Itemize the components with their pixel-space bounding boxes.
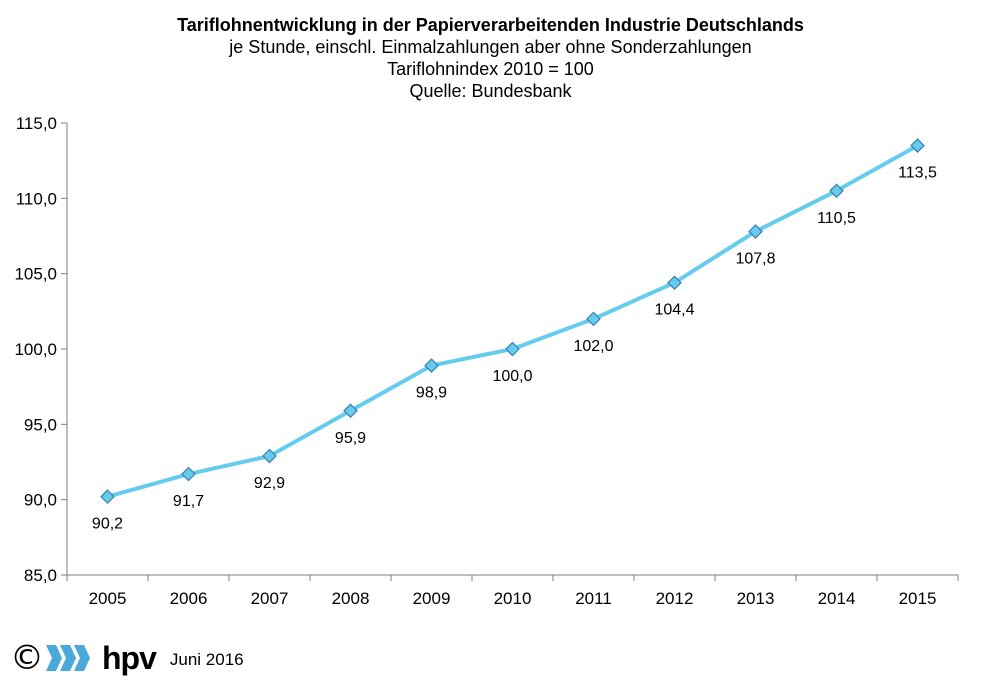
x-tick-label: 2012 <box>656 589 694 608</box>
y-tick-label: 95,0 <box>24 415 57 434</box>
data-label: 104,4 <box>654 302 694 319</box>
x-tick-label: 2007 <box>251 589 289 608</box>
y-tick-label: 105,0 <box>14 265 57 284</box>
data-point-marker <box>586 311 601 327</box>
data-label: 92,9 <box>254 475 285 492</box>
data-label: 95,9 <box>335 430 366 447</box>
data-label: 91,7 <box>173 493 204 510</box>
y-tick-label: 110,0 <box>16 189 57 208</box>
x-tick-label: 2013 <box>737 589 775 608</box>
x-tick-label: 2005 <box>89 589 127 608</box>
x-tick-label: 2006 <box>170 589 208 608</box>
series-group <box>100 138 925 505</box>
copyright-symbol: © <box>10 638 44 678</box>
data-point-marker <box>829 183 844 199</box>
x-tick-label: 2008 <box>332 589 370 608</box>
chart-title: Tariflohnentwicklung in der Papierverarb… <box>177 15 804 35</box>
chart-subtitle-3: Quelle: Bundesbank <box>409 81 572 101</box>
y-tick-label: 115,0 <box>16 114 57 133</box>
data-point-marker <box>748 224 763 239</box>
data-point-marker <box>100 489 115 505</box>
data-point-marker <box>910 138 925 153</box>
chart-subtitle-2: Tariflohnindex 2010 = 100 <box>387 59 594 79</box>
data-label: 98,9 <box>416 385 447 402</box>
x-tick-label: 2014 <box>818 589 856 608</box>
data-label: 90,2 <box>92 516 123 533</box>
footer: © hpv Juni 2016 <box>10 638 244 678</box>
data-label: 113,5 <box>898 165 937 182</box>
y-tick-label: 90,0 <box>24 491 57 510</box>
footer-date: Juni 2016 <box>169 650 244 669</box>
hpv-chevron-logo-icon <box>46 645 90 671</box>
data-point-marker <box>667 275 682 291</box>
data-point-marker <box>343 403 358 419</box>
data-point-marker <box>424 358 439 373</box>
y-tick-label: 100,0 <box>14 340 57 359</box>
data-label: 102,0 <box>573 338 613 355</box>
x-tick-label: 2009 <box>413 589 451 608</box>
logo-text: hpv <box>102 640 157 676</box>
data-label: 110,5 <box>817 210 856 227</box>
data-label: 100,0 <box>492 368 532 385</box>
x-tick-label: 2015 <box>899 589 937 608</box>
data-point-marker <box>262 448 277 464</box>
data-label: 107,8 <box>735 250 775 267</box>
axes: 85,0 90,0 95,0 100,0 105,0 110,0 115,0 2005 2006… <box>14 114 959 608</box>
data-point-marker <box>181 466 196 482</box>
y-tick-label: 85,0 <box>24 566 57 585</box>
data-point-marker <box>505 341 520 357</box>
chart-title-block: Tariflohnentwicklung in der Papierverarb… <box>0 14 981 102</box>
x-tick-label: 2011 <box>575 589 612 608</box>
chart-subtitle-1: je Stunde, einschl. Einmalzahlungen aber… <box>229 37 752 57</box>
series-line <box>105 143 920 499</box>
x-tick-label: 2010 <box>494 589 532 608</box>
data-labels: 90,2 91,7 92,9 95,9 98,9 100,0 102,0 104,4 107,8… <box>92 165 937 533</box>
